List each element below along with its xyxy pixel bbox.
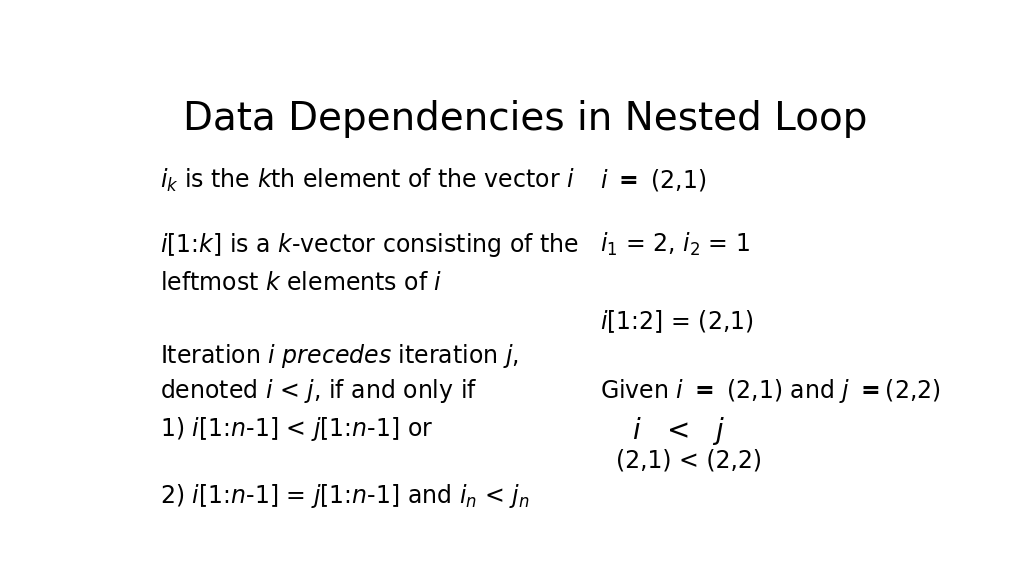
- Text: 1) $\mathbf{\mathit{i}}$[1:$n$-1] < $\mathbf{\mathit{j}}$[1:$n$-1] or: 1) $\mathbf{\mathit{i}}$[1:$n$-1] < $\ma…: [160, 415, 433, 443]
- Text: leftmost $k$ elements of $\mathbf{\mathit{i}}$: leftmost $k$ elements of $\mathbf{\mathi…: [160, 271, 442, 295]
- Text: (2,1) < (2,2): (2,1) < (2,2): [616, 448, 762, 472]
- Text: 2) $\mathbf{\mathit{i}}$[1:$n$-1] = $\mathbf{\mathit{j}}$[1:$n$-1] and $\mathbf{: 2) $\mathbf{\mathit{i}}$[1:$n$-1] = $\ma…: [160, 482, 529, 510]
- Text: $i_1$ = 2, $i_2$ = 1: $i_1$ = 2, $i_2$ = 1: [600, 231, 751, 258]
- Text: Data Dependencies in Nested Loop: Data Dependencies in Nested Loop: [182, 100, 867, 138]
- Text: $\mathbf{\mathit{i}}$   <   $\mathbf{\mathit{j}}$: $\mathbf{\mathit{i}}$ < $\mathbf{\mathit…: [632, 415, 726, 447]
- Text: $\mathit{i}_k$ is the $k$th element of the vector $\mathbf{\mathit{i}}$: $\mathit{i}_k$ is the $k$th element of t…: [160, 166, 574, 194]
- Text: denoted $\mathbf{\mathit{i}}$ < $\mathbf{\mathit{j}}$, if and only if: denoted $\mathbf{\mathit{i}}$ < $\mathbf…: [160, 377, 477, 406]
- Text: $\mathbf{\mathit{i}}$ $\mathbf{=}$ (2,1): $\mathbf{\mathit{i}}$ $\mathbf{=}$ (2,1): [600, 166, 707, 193]
- Text: Given $\mathbf{\mathit{i}}$ $\mathbf{=}$ (2,1) and $\mathbf{\mathit{j}}$ $\mathb: Given $\mathbf{\mathit{i}}$ $\mathbf{=}$…: [600, 377, 941, 406]
- Text: $\mathbf{\mathit{i}}$[1:$k$] is a $k$-vector consisting of the: $\mathbf{\mathit{i}}$[1:$k$] is a $k$-ve…: [160, 231, 579, 259]
- Text: $\mathbf{\mathit{i}}$[1:2] = (2,1): $\mathbf{\mathit{i}}$[1:2] = (2,1): [600, 309, 754, 335]
- Text: Iteration $\mathbf{\mathit{i}}$ $\mathit{precedes}$ iteration $\mathbf{\mathit{j: Iteration $\mathbf{\mathit{i}}$ $\mathit…: [160, 342, 519, 370]
